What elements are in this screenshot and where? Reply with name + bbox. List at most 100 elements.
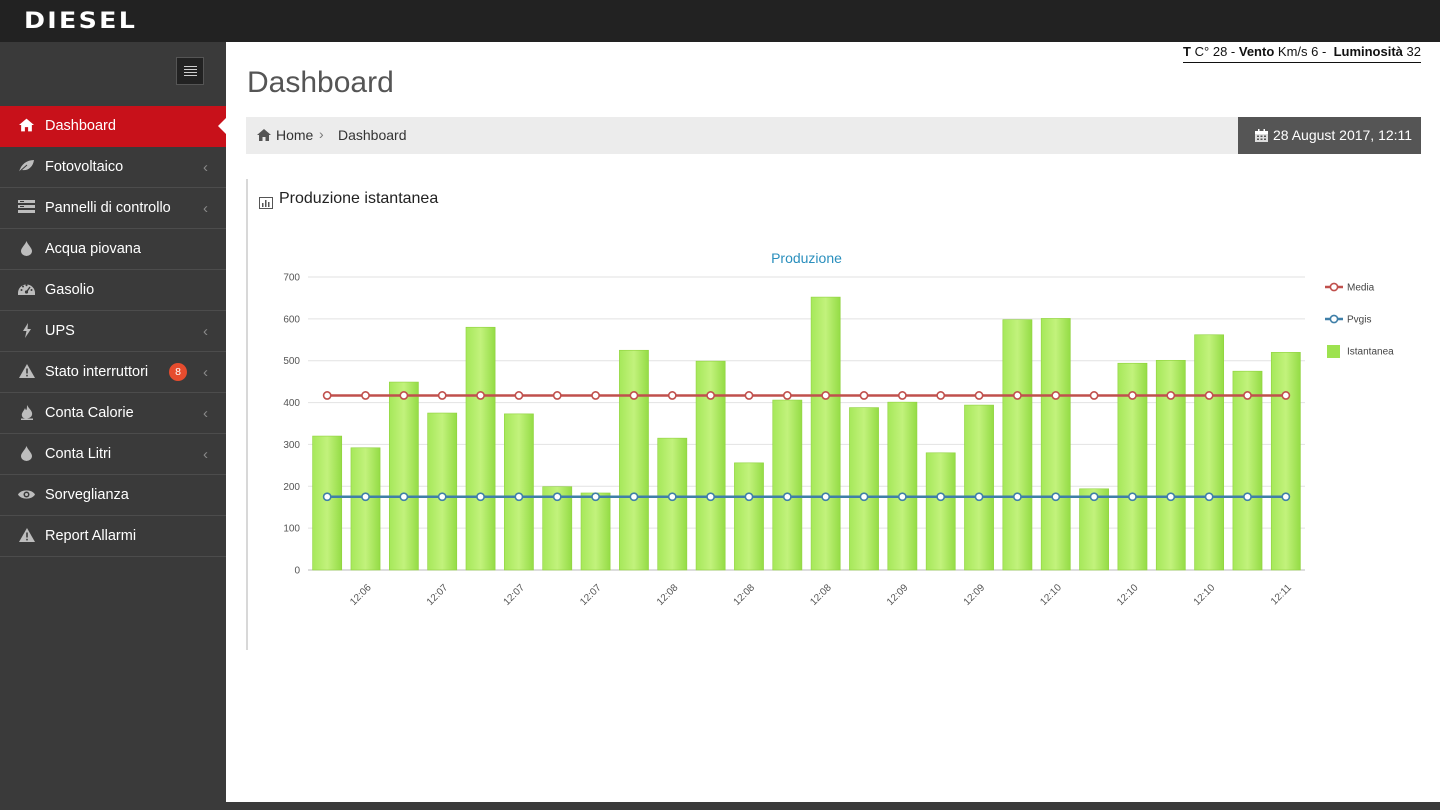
series-point <box>859 391 869 400</box>
series-point <box>936 391 946 400</box>
sidebar-item-conta-calorie[interactable]: Conta Calorie ‹ <box>0 393 226 434</box>
chevron-left-icon: ‹ <box>203 446 208 463</box>
bar <box>964 404 994 571</box>
series-point <box>936 492 946 502</box>
series-point <box>782 492 792 502</box>
water-drop-icon <box>18 241 35 257</box>
sidebar-item-label: Report Allarmi <box>45 528 137 544</box>
y-tick-label: 500 <box>283 356 300 367</box>
home-icon <box>18 118 35 134</box>
bar <box>887 401 918 571</box>
sidebar-item-sorveglianza[interactable]: Sorveglianza <box>0 475 226 516</box>
x-tick-label: 12:07 <box>502 582 528 608</box>
legend-swatch <box>1327 345 1340 358</box>
warning-icon <box>18 528 35 544</box>
chevron-left-icon: ‹ <box>203 200 208 217</box>
series-point <box>399 391 409 400</box>
chevron-left-icon: ‹ <box>203 323 208 340</box>
series-point <box>437 492 447 502</box>
bar <box>1270 352 1301 571</box>
legend-label: Pvgis <box>1347 315 1371 326</box>
series-point <box>1013 492 1022 502</box>
x-tick-label: 12:10 <box>1038 582 1064 608</box>
sidebar-item-label: Fotovoltaico <box>45 159 124 175</box>
breadcrumb: Home › Dashboard <box>246 117 1238 154</box>
series-point <box>591 391 600 400</box>
chevron-left-icon: ‹ <box>203 159 208 176</box>
sidebar-item-label: Sorveglianza <box>45 487 129 503</box>
temp-value: 28 <box>1212 44 1228 59</box>
sidebar-item-label: Dashboard <box>45 118 116 134</box>
sidebar-item-label: Conta Calorie <box>45 405 134 421</box>
series-point <box>1089 492 1099 502</box>
series-point <box>361 391 370 400</box>
series-point <box>897 391 907 400</box>
sidebar-nav: Dashboard Fotovoltaico ‹ Pannelli di contro… <box>0 106 226 557</box>
legend-marker <box>1329 314 1339 324</box>
sidebar-item-gasolio[interactable]: Gasolio <box>0 270 226 311</box>
series-point <box>514 391 524 400</box>
series-point <box>744 391 754 400</box>
bar <box>925 452 956 571</box>
bar <box>1002 319 1033 571</box>
breadcrumb-current: Dashboard <box>338 127 407 143</box>
wind-value: 6 <box>1311 44 1319 59</box>
sidebar-item-acqua-piovana[interactable]: Acqua piovana <box>0 229 226 270</box>
y-tick-label: 200 <box>283 482 300 493</box>
series-point <box>591 492 600 502</box>
chevron-right-icon: › <box>319 126 324 142</box>
series-point <box>744 492 754 502</box>
chevron-left-icon: ‹ <box>203 405 208 422</box>
sidebar-item-conta-litri[interactable]: Conta Litri ‹ <box>0 434 226 475</box>
lum-label: Luminosità <box>1333 44 1403 59</box>
alert-count-badge: 8 <box>169 363 187 381</box>
page-title: Dashboard <box>247 66 394 99</box>
x-tick-label: 12:09 <box>885 582 911 608</box>
bar <box>504 413 534 571</box>
legend-label: Media <box>1347 283 1375 294</box>
sidebar-item-ups[interactable]: UPS ‹ <box>0 311 226 352</box>
series-point <box>667 391 677 400</box>
sidebar-item-label: Stato interruttori <box>45 364 149 380</box>
sidebar-item-pannelli-di-controllo[interactable]: Pannelli di controllo ‹ <box>0 188 226 229</box>
bar <box>1194 334 1225 571</box>
series-point <box>437 391 447 400</box>
weather-readout: T C° 28 - Vento Km/s 6 - Luminosità 32 <box>1183 44 1421 63</box>
production-panel: Produzione istantanea <box>246 179 1420 650</box>
panels-icon <box>18 200 35 216</box>
y-tick-label: 300 <box>283 440 300 451</box>
bar <box>580 492 611 571</box>
series-point <box>322 492 332 502</box>
breadcrumb-home-link[interactable]: Home <box>276 127 314 143</box>
sidebar-item-fotovoltaico[interactable]: Fotovoltaico ‹ <box>0 147 226 188</box>
series-point <box>476 391 485 400</box>
brand-logo[interactable]: DIESEL <box>24 9 138 34</box>
series-point <box>1281 391 1291 400</box>
sidebar: Dashboard Fotovoltaico ‹ Pannelli di contro… <box>0 42 226 810</box>
sidebar-item-dashboard[interactable]: Dashboard <box>0 106 226 147</box>
series-point <box>552 391 562 400</box>
sidebar-item-stato-interruttori[interactable]: Stato interruttori 8 ‹ <box>0 352 226 393</box>
bar <box>772 399 803 571</box>
wind-unit: Km/s <box>1277 44 1308 59</box>
sidebar-item-label: Conta Litri <box>45 446 112 462</box>
sidebar-item-report-allarmi[interactable]: Report Allarmi <box>0 516 226 557</box>
x-tick-label: 12:07 <box>578 582 604 608</box>
chevron-left-icon: ‹ <box>203 364 208 381</box>
bar <box>388 381 419 571</box>
series-point <box>821 391 831 400</box>
series-point <box>1051 391 1061 400</box>
sidebar-item-label: Gasolio <box>45 282 95 298</box>
bar-chart-icon <box>259 197 273 209</box>
series-point <box>476 492 485 502</box>
series-point <box>552 492 562 502</box>
calendar-icon <box>1255 129 1268 142</box>
lum-value: 32 <box>1406 44 1421 59</box>
panel-title: Produzione istantanea <box>279 190 439 207</box>
sidebar-toggle-button[interactable] <box>176 57 204 85</box>
x-tick-label: 12:10 <box>1192 582 1218 608</box>
wind-label: Vento <box>1238 44 1275 59</box>
x-tick-label: 12:08 <box>808 582 834 608</box>
bar <box>810 296 841 571</box>
sidebar-item-label: Acqua piovana <box>45 241 141 257</box>
